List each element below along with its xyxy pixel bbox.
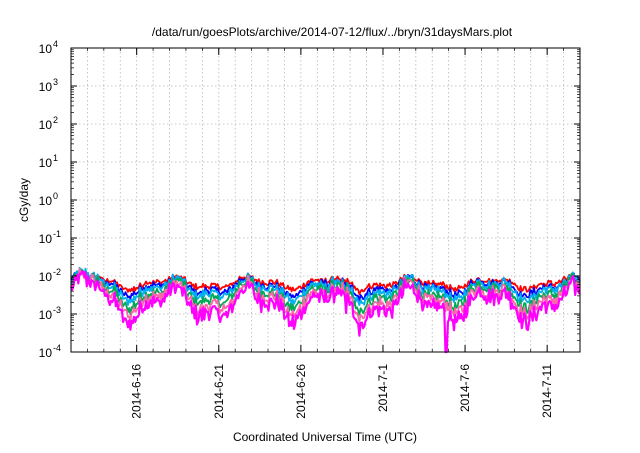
x-tick-label: 2014-7-1 (376, 364, 390, 412)
y-tick-label-base: 10 (39, 308, 53, 322)
y-axis-label: cGy/day (17, 178, 31, 222)
y-tick-label-base: 10 (39, 194, 53, 208)
x-axis: 2014-6-16 2014-6-21 2014-6-26 2014-7-1 2014-… (87, 48, 564, 419)
y-tick-label-exponent: 2 (53, 115, 58, 125)
series-layer (69, 266, 581, 354)
y-tick-label-exponent: 4 (53, 39, 58, 49)
y-tick-label-exponent: -2 (53, 267, 61, 277)
y-tick-label-base: 10 (39, 270, 53, 284)
y-tick-label-exponent: -4 (53, 343, 61, 353)
series-line (70, 266, 581, 307)
series-line (69, 270, 581, 354)
x-tick-label: 2014-7-11 (540, 364, 554, 418)
y-tick-label-base: 10 (39, 232, 53, 246)
y-tick-label-base: 10 (39, 346, 53, 360)
y-tick-label-exponent: 3 (53, 77, 58, 87)
series-line (70, 270, 581, 296)
y-tick-label-base: 10 (39, 80, 53, 94)
y-tick-label-exponent: 0 (53, 191, 58, 201)
y-tick-label-exponent: -3 (53, 305, 61, 315)
chart-title: /data/run/goesPlots/archive/2014-07-12/f… (152, 25, 513, 39)
x-tick-label: 2014-6-26 (294, 364, 308, 419)
y-tick-label-base: 10 (39, 118, 53, 132)
x-tick-label: 2014-6-21 (212, 364, 226, 419)
x-tick-label: 2014-7-6 (458, 364, 472, 412)
x-axis-label: Coordinated Universal Time (UTC) (233, 430, 417, 444)
series-line (70, 268, 581, 316)
x-tick-label: 2014-6-16 (130, 364, 144, 419)
y-tick-label-base: 10 (39, 42, 53, 56)
y-tick-label-exponent: -1 (53, 229, 61, 239)
y-tick-label-exponent: 1 (53, 153, 58, 163)
y-tick-label-base: 10 (39, 156, 53, 170)
